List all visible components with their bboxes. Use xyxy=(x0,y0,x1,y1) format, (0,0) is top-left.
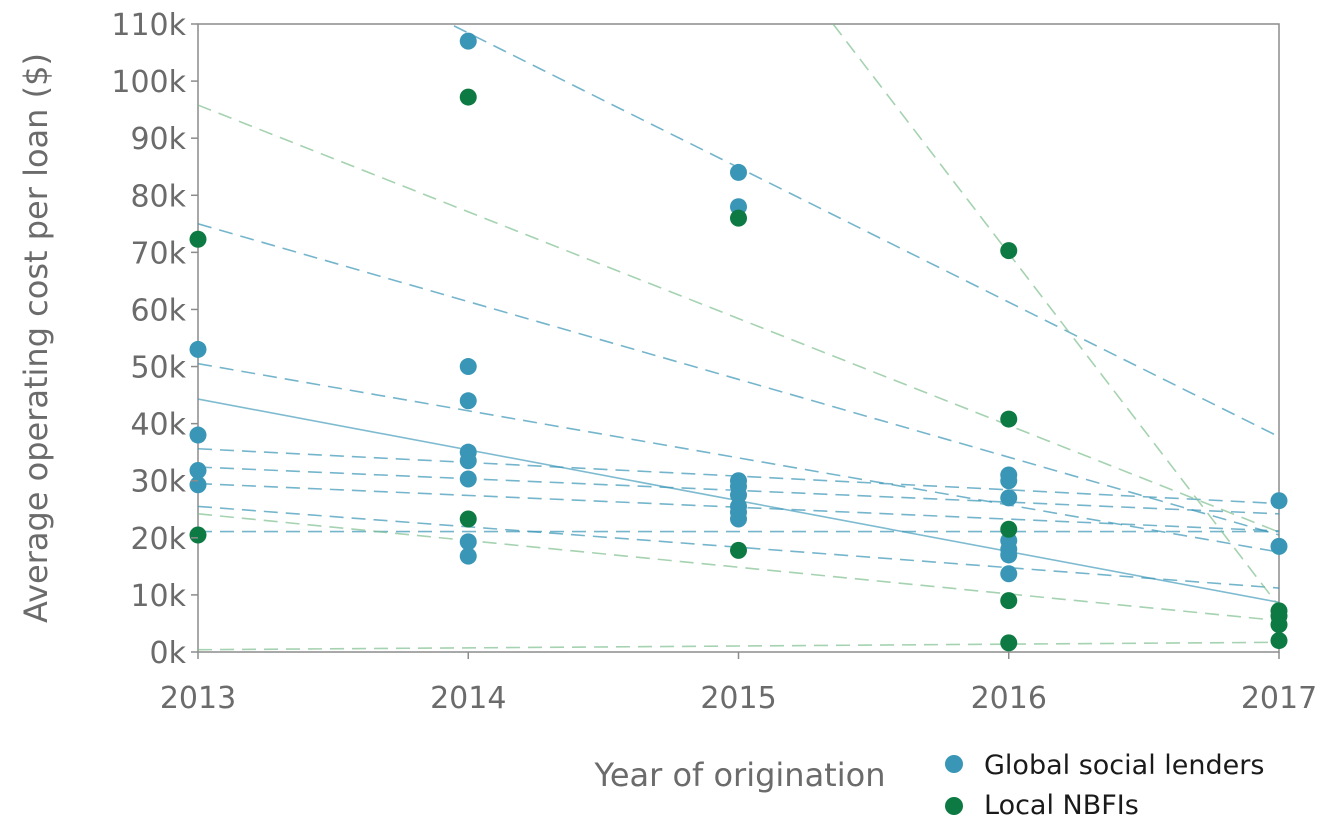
y-tick-label: 40k xyxy=(130,408,186,443)
point-local-nbfis xyxy=(730,541,747,559)
point-local-nbfis xyxy=(1000,592,1018,610)
point-global-social-lenders xyxy=(459,392,477,410)
y-axis-ticks: 0k 10k 20k 30k 40k 50k 60k 70k 80k 90k 100k 110k xyxy=(111,8,198,671)
x-axis-title: Year of origination xyxy=(594,756,886,794)
point-global-social-lenders xyxy=(189,426,207,444)
legend: Global social lenders Local NBFIs xyxy=(945,750,1264,818)
point-global-social-lenders xyxy=(1270,492,1288,510)
x-axis-ticks: 2013 2014 2015 2016 2017 xyxy=(160,652,1317,716)
point-global-social-lenders xyxy=(189,340,207,358)
point-global-social-lenders xyxy=(1270,537,1288,555)
point-local-nbfis xyxy=(1000,242,1018,260)
point-global-social-lenders xyxy=(730,510,747,528)
legend-marker-global-social-lenders xyxy=(945,755,963,773)
legend-marker-local-nbfis xyxy=(945,797,963,815)
point-global-social-lenders xyxy=(1000,472,1018,490)
point-global-social-lenders xyxy=(459,533,477,551)
y-tick-label: 30k xyxy=(130,465,186,500)
x-tick-label: 2013 xyxy=(160,681,236,716)
x-tick-label: 2014 xyxy=(430,681,506,716)
point-global-social-lenders xyxy=(459,358,477,376)
x-tick-label: 2017 xyxy=(1241,681,1317,716)
trend-line xyxy=(198,104,1279,533)
point-global-social-lenders xyxy=(1000,565,1018,583)
point-local-nbfis xyxy=(1000,520,1018,538)
x-tick-label: 2016 xyxy=(971,681,1047,716)
trend-line xyxy=(198,223,1279,536)
y-tick-label: 0k xyxy=(150,636,187,671)
data-points xyxy=(189,32,1288,652)
y-axis-title: Average operating cost per loan ($) xyxy=(17,53,55,623)
point-local-nbfis xyxy=(189,230,207,248)
y-tick-label: 110k xyxy=(111,8,186,43)
point-local-nbfis xyxy=(1000,410,1018,428)
y-tick-label: 70k xyxy=(130,236,186,271)
point-local-nbfis xyxy=(459,88,477,106)
point-local-nbfis xyxy=(1000,634,1018,652)
point-global-social-lenders xyxy=(459,547,477,565)
legend-label-local-nbfis: Local NBFIs xyxy=(984,790,1139,818)
point-global-social-lenders xyxy=(459,470,477,488)
point-local-nbfis xyxy=(730,209,747,227)
trend-line xyxy=(198,505,1279,589)
point-local-nbfis xyxy=(1270,632,1288,650)
trend-line xyxy=(198,362,1279,553)
point-local-nbfis xyxy=(1270,616,1288,634)
y-tick-label: 60k xyxy=(130,293,186,328)
point-global-social-lenders xyxy=(189,461,207,479)
point-global-social-lenders xyxy=(459,452,477,470)
point-global-social-lenders xyxy=(1000,489,1018,507)
y-tick-label: 50k xyxy=(130,351,186,386)
point-global-social-lenders xyxy=(730,163,747,181)
y-tick-label: 10k xyxy=(130,579,186,614)
point-global-social-lenders xyxy=(189,476,207,494)
point-local-nbfis xyxy=(189,526,207,544)
trend-line xyxy=(198,513,1279,622)
y-tick-label: 90k xyxy=(130,122,186,157)
point-global-social-lenders xyxy=(459,32,477,50)
y-tick-label: 80k xyxy=(130,179,186,214)
point-local-nbfis xyxy=(459,510,477,528)
y-tick-label: 20k xyxy=(130,522,186,557)
y-tick-label: 100k xyxy=(111,65,186,100)
trend-line xyxy=(198,641,1279,651)
x-tick-label: 2015 xyxy=(700,681,776,716)
point-global-social-lenders xyxy=(1000,546,1018,564)
trend-line xyxy=(832,24,1279,607)
legend-label-global-social-lenders: Global social lenders xyxy=(984,750,1264,781)
